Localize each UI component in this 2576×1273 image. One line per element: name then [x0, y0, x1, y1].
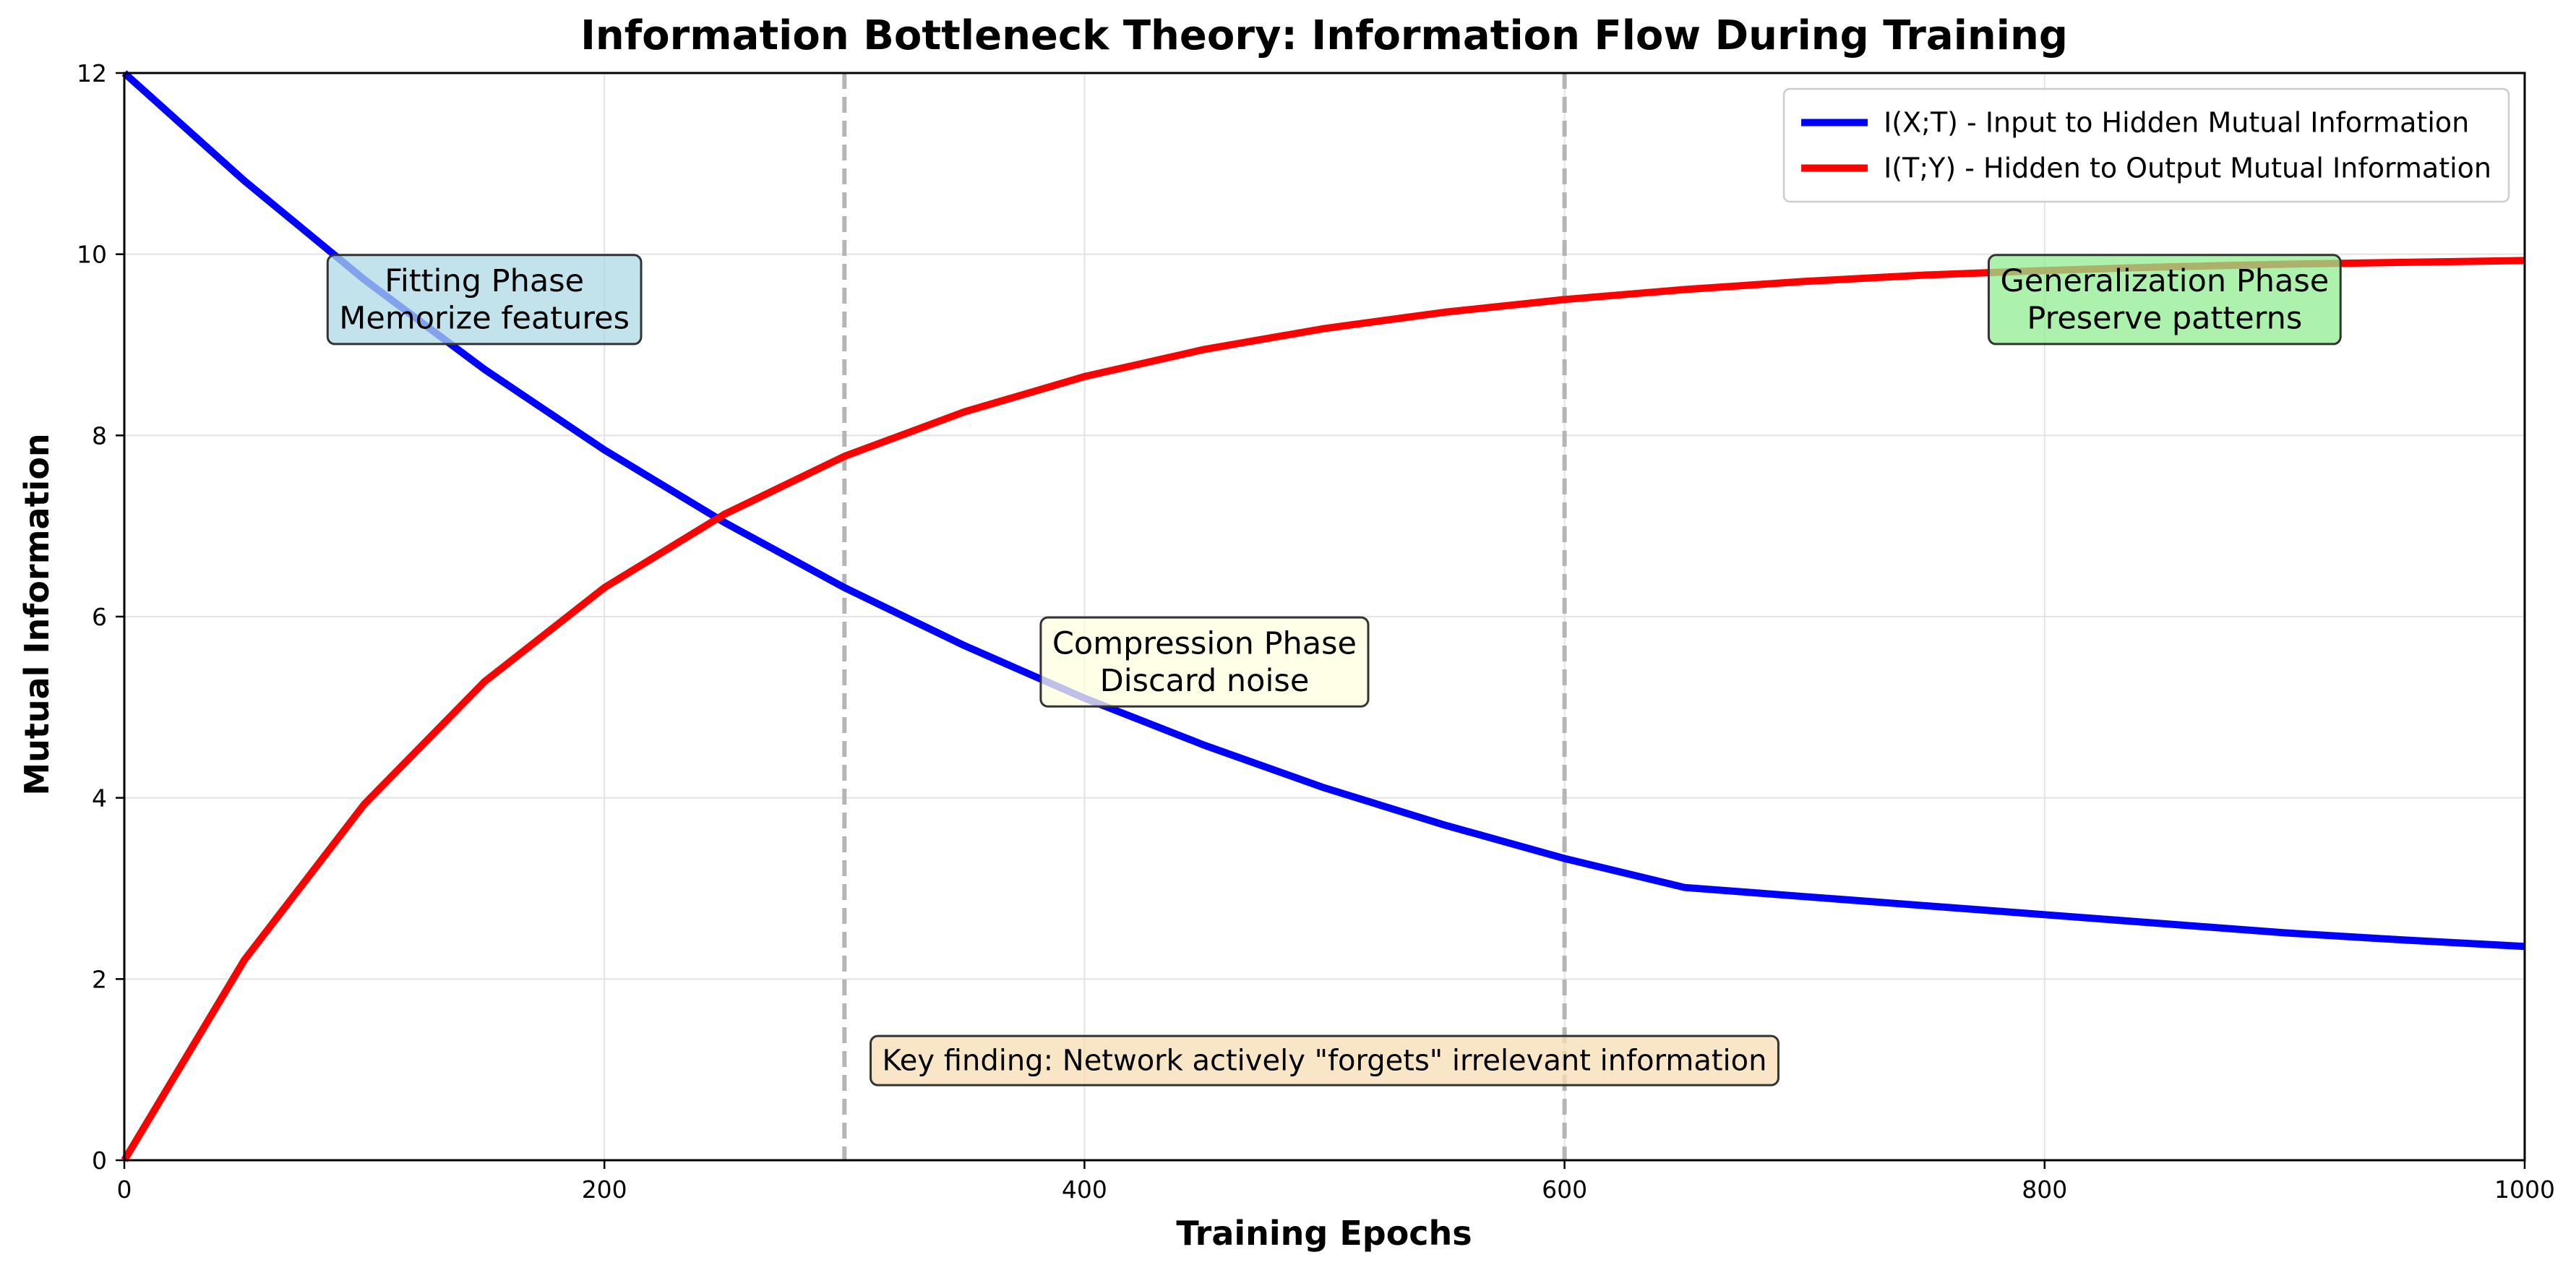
x-tick-label: 800 — [2022, 1175, 2067, 1204]
chart-title: Information Bottleneck Theory: Informati… — [580, 12, 2068, 59]
x-tick-label: 400 — [1062, 1175, 1107, 1204]
y-tick-label: 10 — [77, 241, 107, 269]
legend-label: I(T;Y) - Hidden to Output Mutual Informa… — [1884, 153, 2491, 184]
x-axis-ticks: 0 200 400 600 800 1000 — [117, 1160, 2555, 1204]
series-line-1 — [121, 70, 2525, 951]
y-axis-label: Mutual Information — [17, 433, 56, 795]
phase-boundaries — [842, 73, 1567, 1160]
y-tick-label: 6 — [92, 603, 107, 631]
legend: I(X;T) - Input to Hidden Mutual Informat… — [1782, 87, 2510, 203]
x-tick-label: 600 — [1542, 1175, 1587, 1204]
annotation-text: Discard noise — [1100, 663, 1310, 699]
y-axis-ticks: 0 2 4 6 8 10 12 — [77, 59, 124, 1175]
annotation-text: Generalization Phase — [2000, 263, 2329, 299]
annotation-box — [1039, 616, 1370, 708]
y-tick-label: 12 — [77, 59, 107, 87]
annotation-text: Compression Phase — [1052, 625, 1357, 661]
legend-frame — [1782, 87, 2510, 203]
x-tick-label: 0 — [117, 1175, 132, 1204]
annotation-text: Fitting Phase — [385, 263, 584, 299]
x-axis-label: Training Epochs — [1176, 1214, 1472, 1253]
legend-item-2: I(T;Y) - Hidden to Output Mutual Informa… — [1801, 153, 2491, 184]
annotation-text: Memorize features — [339, 301, 630, 337]
x-tick-label: 1000 — [2494, 1175, 2555, 1204]
annotation-box — [870, 1034, 1779, 1086]
y-tick-label: 2 — [92, 965, 107, 993]
annotation-box — [326, 254, 643, 346]
y-tick-label: 8 — [92, 421, 107, 450]
legend-label: I(X;T) - Input to Hidden Mutual Informat… — [1884, 107, 2469, 139]
annotation-text: Key finding: Network actively "forgets" … — [883, 1045, 1767, 1078]
y-tick-label: 4 — [92, 784, 107, 813]
annotation-box — [1987, 254, 2342, 346]
annotation-text: Preserve patterns — [2027, 301, 2302, 337]
legend-item-1: I(X;T) - Input to Hidden Mutual Informat… — [1801, 107, 2469, 139]
y-tick-label: 0 — [92, 1146, 107, 1175]
annotation-4: Key finding: Network actively "forgets" … — [870, 1034, 1779, 1086]
x-tick-label: 200 — [582, 1175, 627, 1204]
